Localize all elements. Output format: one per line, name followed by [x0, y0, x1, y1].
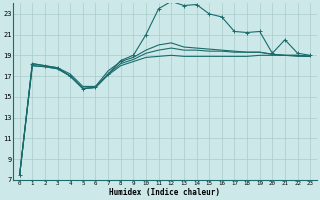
X-axis label: Humidex (Indice chaleur): Humidex (Indice chaleur) — [109, 188, 220, 197]
